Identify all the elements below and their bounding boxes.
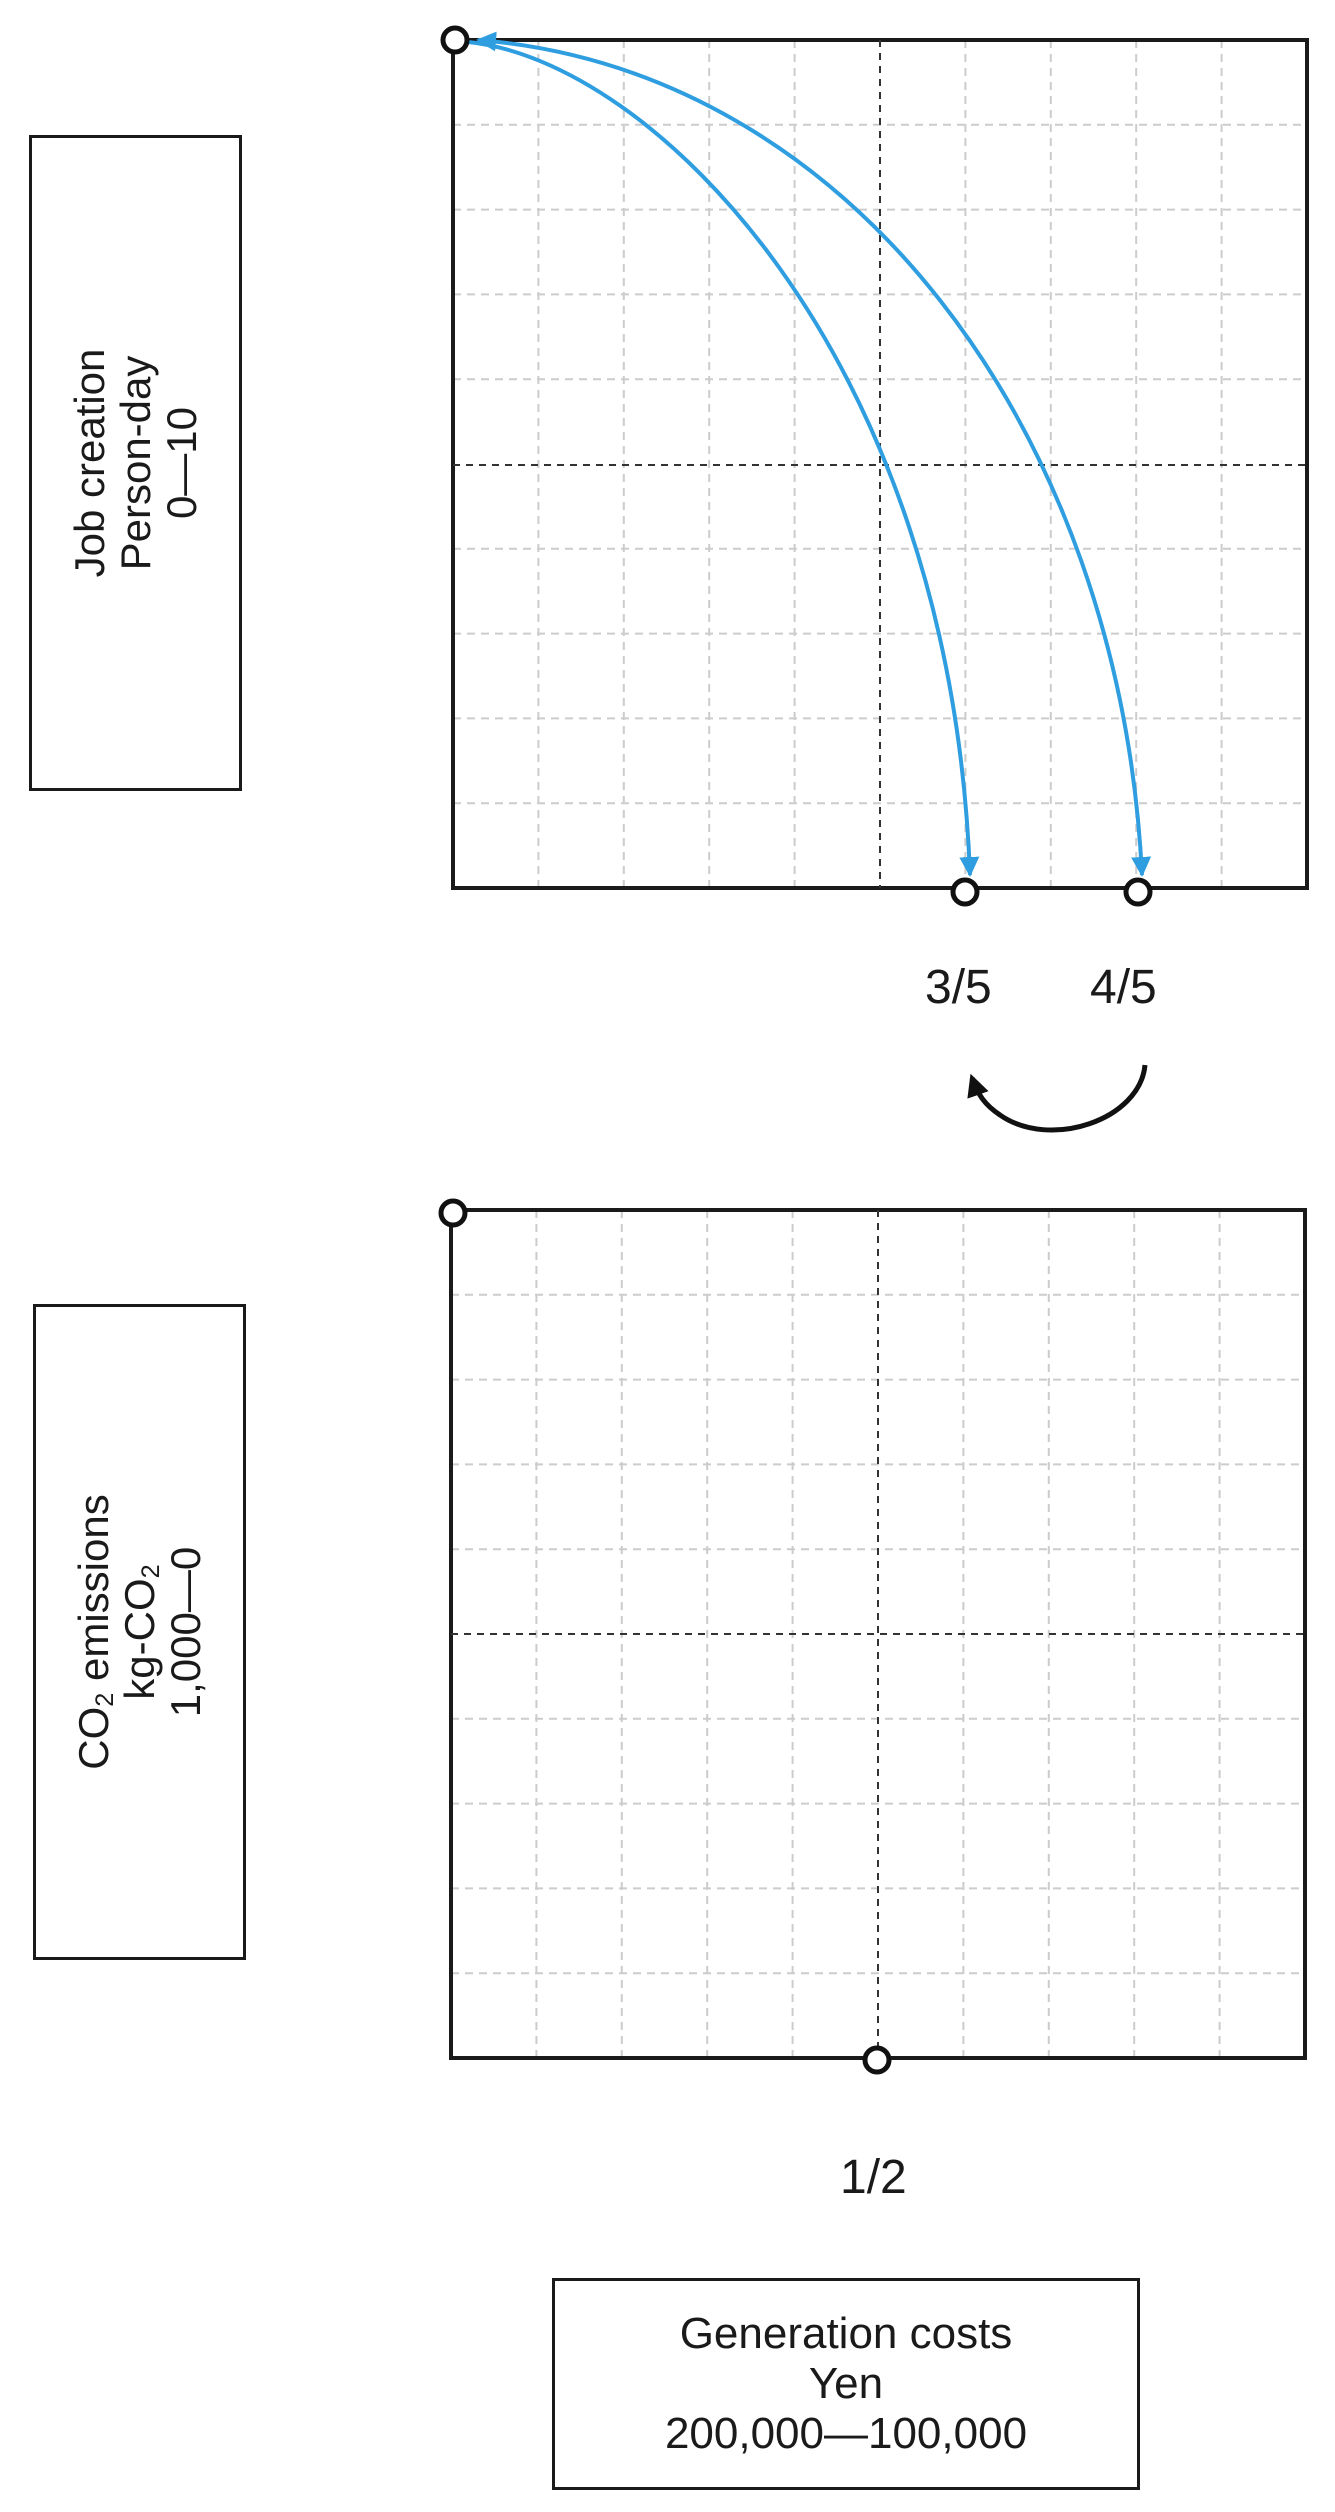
arrow-curve-four-fifths [476, 31, 1152, 877]
marker-three-fifths [950, 877, 980, 907]
co2-emissions-label-text: CO2 emissions kg-CO2 1,000—0 [69, 1494, 209, 1770]
bottom-chart [438, 1198, 1307, 2075]
co2-emissions-label-box: CO2 emissions kg-CO2 1,000—0 [33, 1304, 246, 1960]
job-creation-unit: Person-day [111, 355, 159, 571]
fraction-label-one-half: 1/2 [840, 2151, 907, 2204]
fraction-label-four-fifths: 4/5 [1090, 961, 1157, 1014]
black-curved-arrow [967, 1064, 1148, 1133]
top-chart-origin-marker [440, 25, 470, 55]
top-chart [440, 25, 1309, 907]
job-creation-title: Job creation [65, 348, 113, 578]
generation-costs-label-text: Generation costs Yen 200,000—100,000 [555, 2309, 1137, 2459]
arrow-curve-three-fifths [467, 40, 980, 877]
marker-four-fifths [1123, 877, 1153, 907]
generation-costs-label-box: Generation costs Yen 200,000—100,000 [552, 2278, 1140, 2490]
job-creation-label-box: Job creation Person-day 0—10 [29, 135, 242, 791]
fraction-label-three-fifths: 3/5 [925, 961, 992, 1014]
marker-one-half [862, 2045, 892, 2075]
co2-emissions-range: 1,000—0 [161, 1546, 209, 1718]
job-creation-label-text: Job creation Person-day 0—10 [65, 348, 205, 578]
generation-costs-title: Generation costs [679, 2309, 1013, 2358]
job-creation-range: 0—10 [157, 406, 205, 520]
generation-costs-range: 200,000—100,000 [664, 2409, 1028, 2458]
co2-emissions-title: CO2 emissions [69, 1494, 119, 1770]
co2-emissions-unit: kg-CO2 [115, 1564, 165, 1700]
generation-costs-unit: Yen [808, 2359, 884, 2408]
bottom-chart-origin-marker [438, 1198, 468, 1228]
